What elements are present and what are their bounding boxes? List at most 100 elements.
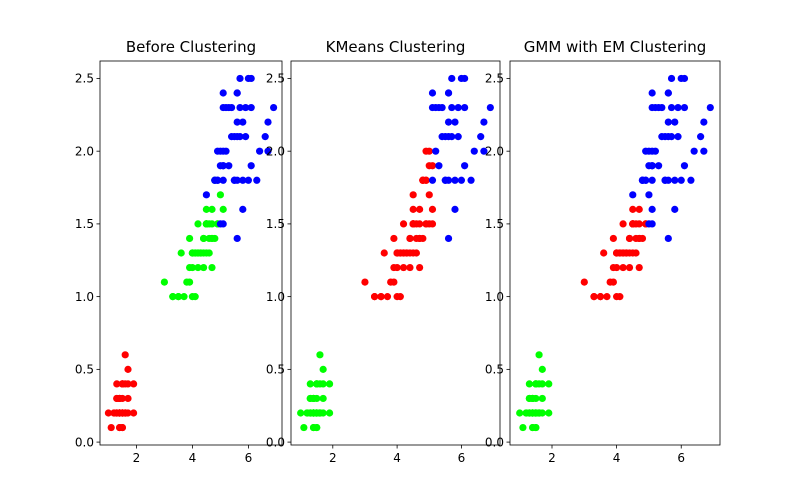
data-point [219, 89, 227, 97]
data-point [319, 394, 327, 403]
data-point [538, 394, 546, 403]
data-point [529, 423, 537, 432]
data-point [680, 162, 689, 170]
data-point [629, 191, 637, 199]
data-point [619, 263, 627, 272]
data-point [239, 118, 247, 126]
data-point [664, 89, 672, 97]
data-point [390, 234, 398, 243]
data-point [616, 249, 624, 257]
data-point [124, 365, 132, 373]
data-point [535, 351, 543, 359]
data-point [619, 220, 627, 228]
data-point [239, 205, 247, 213]
chart-panel-2: 2 4 6 0.0 0.5 1.0 1.5 2.0 2.5 KMeans Clustering [266, 38, 501, 465]
data-point [208, 263, 216, 272]
data-point [113, 380, 121, 388]
data-point [211, 234, 219, 243]
data-point [516, 409, 524, 417]
data-point [233, 133, 241, 141]
x-tick-label: 2 [133, 451, 141, 465]
y-tick-label: 0.5 [485, 363, 504, 377]
data-point [428, 89, 437, 97]
data-point [470, 147, 478, 155]
data-point [387, 278, 395, 286]
data-point [194, 263, 202, 272]
data-point [233, 118, 241, 126]
data-point [228, 133, 236, 141]
data-point [580, 278, 588, 286]
data-point [454, 133, 462, 141]
data-point [422, 176, 430, 184]
data-point [396, 249, 404, 257]
data-point [596, 293, 605, 301]
data-point [270, 103, 278, 112]
chart-title: Before Clustering [126, 38, 256, 56]
data-point [256, 147, 264, 155]
data-point [107, 423, 115, 432]
chart-panel-3: 2 4 6 0.0 0.5 1.0 1.5 2.0 2.5 GMM with EM Cluster… [485, 38, 721, 465]
data-point [461, 162, 469, 170]
data-point [671, 176, 679, 184]
data-point [121, 351, 129, 359]
data-point [687, 176, 695, 184]
data-point [648, 205, 656, 213]
data-point [393, 263, 401, 272]
data-point [444, 133, 453, 141]
y-tick-label: 2.5 [266, 72, 285, 86]
data-point [208, 205, 216, 213]
data-point [444, 118, 453, 126]
data-point [177, 249, 185, 257]
data-point [116, 409, 124, 417]
data-point [309, 394, 318, 403]
data-point [412, 234, 420, 243]
y-tick-label: 1.0 [485, 290, 504, 304]
data-point [425, 191, 433, 199]
data-point [428, 205, 437, 213]
data-point [658, 133, 666, 141]
data-point [635, 263, 643, 272]
data-point [200, 263, 208, 272]
y-tick-label: 0.5 [75, 363, 94, 377]
data-point [664, 133, 672, 141]
data-point [211, 176, 219, 184]
data-point [219, 176, 227, 184]
data-point [632, 249, 640, 257]
data-point [629, 220, 637, 228]
data-point [396, 293, 404, 301]
data-point [448, 103, 456, 112]
data-point [313, 380, 321, 388]
data-point [648, 89, 656, 97]
data-point [380, 249, 388, 257]
data-point [233, 89, 241, 97]
data-point [651, 147, 659, 155]
data-point [233, 234, 241, 243]
data-point [629, 205, 637, 213]
data-point [690, 147, 698, 155]
data-point [406, 263, 414, 272]
data-point [680, 74, 689, 83]
data-point [183, 278, 191, 286]
data-point [435, 162, 443, 170]
data-point [236, 74, 244, 83]
x-tick-label: 2 [329, 451, 337, 465]
data-point [130, 380, 138, 388]
data-point [409, 205, 417, 213]
y-tick-label: 1.5 [75, 217, 94, 231]
axes-frame [509, 60, 721, 446]
data-point [316, 351, 324, 359]
data-point [664, 234, 672, 243]
data-point [242, 133, 250, 141]
data-point [319, 365, 327, 373]
chart-title: KMeans Clustering [326, 38, 466, 56]
data-point [247, 103, 255, 112]
data-point [638, 176, 647, 184]
data-point [658, 103, 666, 112]
chart-title: GMM with EM Clustering [524, 38, 707, 56]
y-tick-label: 0.0 [266, 435, 285, 449]
data-point [205, 234, 213, 243]
data-point [590, 293, 598, 301]
data-point [667, 74, 676, 83]
data-point [197, 249, 205, 257]
